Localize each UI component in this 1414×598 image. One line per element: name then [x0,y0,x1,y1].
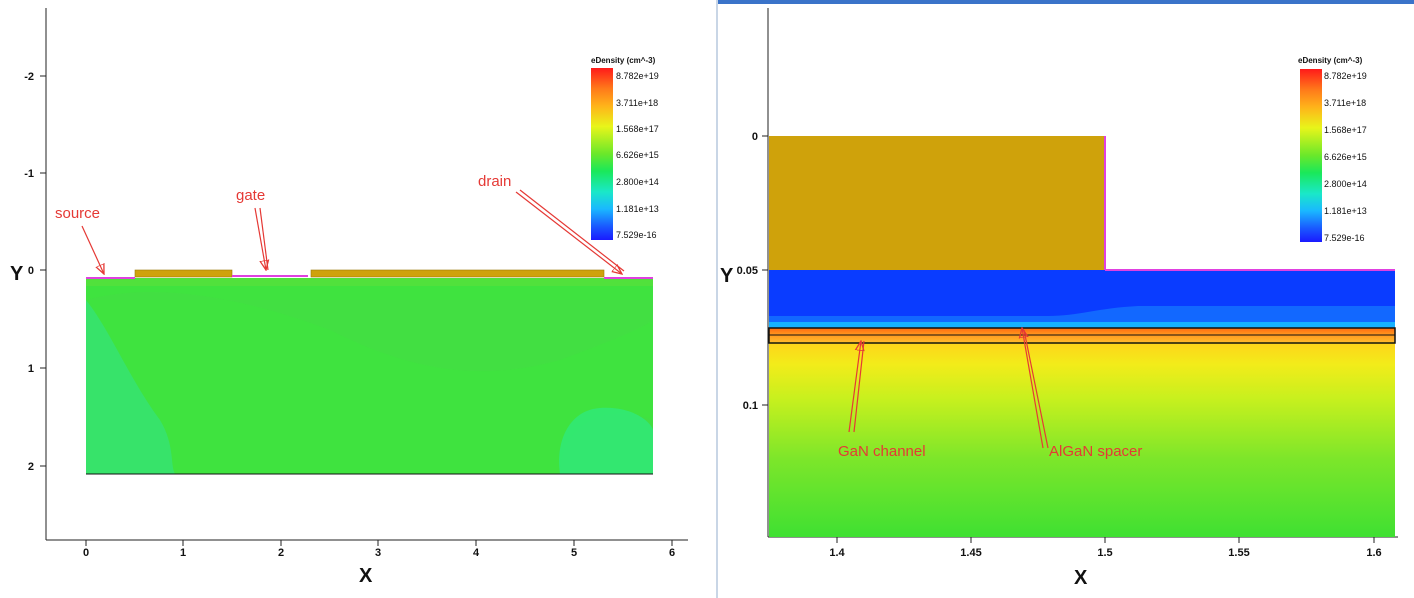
gate-metal-left [134,269,233,278]
substrate-shade-2 [86,300,175,474]
left-colorbar-label: 3.711e+18 [616,98,658,108]
right-colorbar-title: eDensity (cm^-3) [1298,56,1363,65]
left-colorbar-title: eDensity (cm^-3) [591,56,656,65]
gan-channel-arrow-shaft [853,340,865,433]
right-x-tick-label: 1.45 [960,547,981,559]
channel-band [86,278,653,286]
source-arrow [81,225,104,274]
left-x-tick-label: 1 [180,547,186,559]
left-x-tick-label: 4 [473,547,480,559]
right-colorbar-label: 8.782e+19 [1324,71,1367,81]
right-x-tick-label: 1.5 [1097,547,1112,559]
buffer-layer [769,341,1395,537]
right-chart-svg: 0 0.05 0.1 1.4 1.45 1.5 1.55 1.6 Y X eDe… [720,8,1398,589]
right-x-tick-label: 1.4 [829,547,845,559]
left-x-ticks: 0 1 2 3 4 5 6 [83,540,675,559]
right-chart-panel: 0 0.05 0.1 1.4 1.45 1.5 1.55 1.6 Y X eDe… [718,0,1414,598]
algan-spacer-arrow [1022,328,1044,449]
right-y-ticks: 0 0.05 0.1 [737,131,768,412]
right-y-axis-label: Y [720,265,734,287]
right-colorbar-label: 1.181e+13 [1324,206,1367,216]
right-y-tick-label: 0 [752,131,758,143]
left-x-tick-label: 0 [83,547,89,559]
right-y-tick-label: 0.05 [737,265,758,277]
left-x-tick-label: 6 [669,547,675,559]
left-chart-panel: -2 -1 0 1 2 0 1 2 3 4 5 6 Y X eDensity (… [10,8,688,587]
right-colorbar-ticks: 8.782e+19 3.711e+18 1.568e+17 6.626e+15 … [1324,71,1367,243]
right-colorbar-label: 7.529e-16 [1324,233,1365,243]
right-x-tick-label: 1.55 [1228,547,1249,559]
left-y-ticks: -2 -1 0 1 2 [24,71,46,473]
gan-channel-arrow [848,341,861,433]
algan-spacer-arrow-shaft [1023,329,1049,449]
drain-arrow [515,191,622,274]
left-y-tick-label: 0 [28,265,34,277]
right-window-titlebar [718,0,1414,4]
left-x-tick-label: 5 [571,547,577,559]
gate-annotation: gate [236,187,265,204]
left-chart-svg: -2 -1 0 1 2 0 1 2 3 4 5 6 Y X eDensity (… [10,8,688,587]
left-colorbar-label: 1.181e+13 [616,204,659,214]
right-colorbar-label: 6.626e+15 [1324,152,1367,162]
right-colorbar [1300,69,1322,242]
right-colorbar-label: 3.711e+18 [1324,98,1366,108]
gate-arrow-shaft [259,207,269,271]
right-x-tick-label: 1.6 [1366,547,1381,559]
left-y-tick-label: 1 [28,363,34,375]
left-y-tick-label: 2 [28,461,34,473]
left-colorbar [591,68,613,240]
left-colorbar-label: 2.800e+14 [616,177,659,187]
substrate-shade-1 [86,291,653,474]
right-colorbar-label: 1.568e+17 [1324,125,1367,135]
left-x-axis-label: X [359,565,373,587]
left-y-axis-label: Y [10,263,24,285]
left-y-tick-label: -1 [24,168,34,180]
left-y-tick-label: -2 [24,71,34,83]
right-colorbar-label: 2.800e+14 [1324,179,1367,189]
algan-spacer-annotation: AlGaN spacer [1049,443,1142,460]
left-colorbar-label: 6.626e+15 [616,150,659,160]
drain-annotation: drain [478,173,511,190]
substrate-shade-3 [559,407,653,474]
left-x-tick-label: 2 [278,547,284,559]
left-colorbar-ticks: 8.782e+19 3.711e+18 1.568e+17 6.626e+15 … [616,71,659,240]
right-x-ticks: 1.4 1.45 1.5 1.55 1.6 [829,537,1382,559]
right-x-axis-label: X [1074,567,1088,589]
right-y-tick-label: 0.1 [743,400,758,412]
gan-channel-annotation: GaN channel [838,443,926,460]
source-annotation: source [55,205,100,222]
left-colorbar-label: 1.568e+17 [616,124,659,134]
panel-divider [716,0,718,598]
gate-metal [769,136,1105,270]
gate-arrow [254,207,266,270]
drain-field-plate [310,269,605,278]
left-colorbar-label: 8.782e+19 [616,71,659,81]
spacer-transition [769,322,1395,328]
left-x-tick-label: 3 [375,547,381,559]
drain-arrow-shaft [519,189,625,272]
left-colorbar-label: 7.529e-16 [616,230,657,240]
